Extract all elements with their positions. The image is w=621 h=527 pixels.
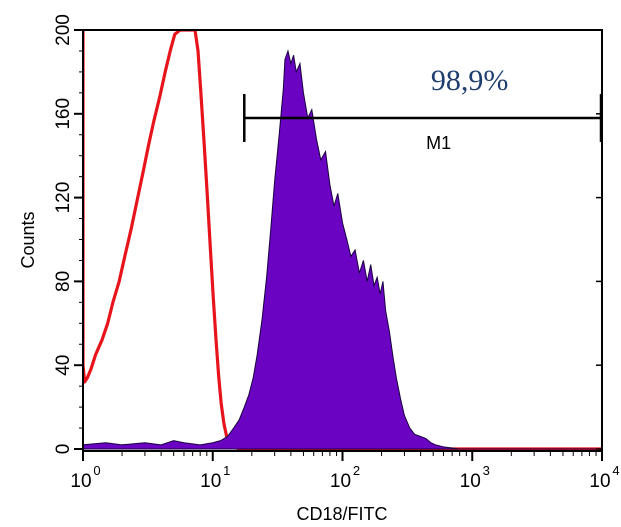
series-group [83, 30, 602, 451]
gate-marker: M1 98,9% [243, 64, 603, 153]
y-tick-label: 40 [53, 355, 74, 376]
x-tick-exponent: 4 [612, 463, 619, 478]
gate-percent-label: 98,9% [431, 64, 509, 97]
gate-name-label: M1 [426, 133, 451, 153]
x-tick-label: 10 [460, 471, 481, 492]
y-tick-label: 0 [53, 444, 74, 455]
y-tick-label: 200 [53, 14, 74, 46]
x-tick-label: 10 [330, 471, 351, 492]
x-tick-exponent: 3 [483, 463, 490, 478]
x-tick-label: 10 [589, 471, 610, 492]
plot-layer [83, 30, 602, 451]
x-tick-label: 10 [200, 471, 221, 492]
y-tick-label: 160 [53, 98, 74, 130]
x-tick-label: 10 [70, 471, 91, 492]
x-tick-exponent: 2 [353, 463, 360, 478]
x-axis-title: CD18/FITC [296, 504, 387, 524]
series-stained-area [83, 49, 602, 450]
series-control-line [83, 30, 602, 451]
x-tick-exponent: 1 [223, 463, 230, 478]
y-tick-label: 120 [53, 182, 74, 214]
y-axis-title: Counts [18, 211, 38, 268]
y-tick-label: 80 [53, 271, 74, 292]
x-tick-exponent: 0 [93, 463, 100, 478]
